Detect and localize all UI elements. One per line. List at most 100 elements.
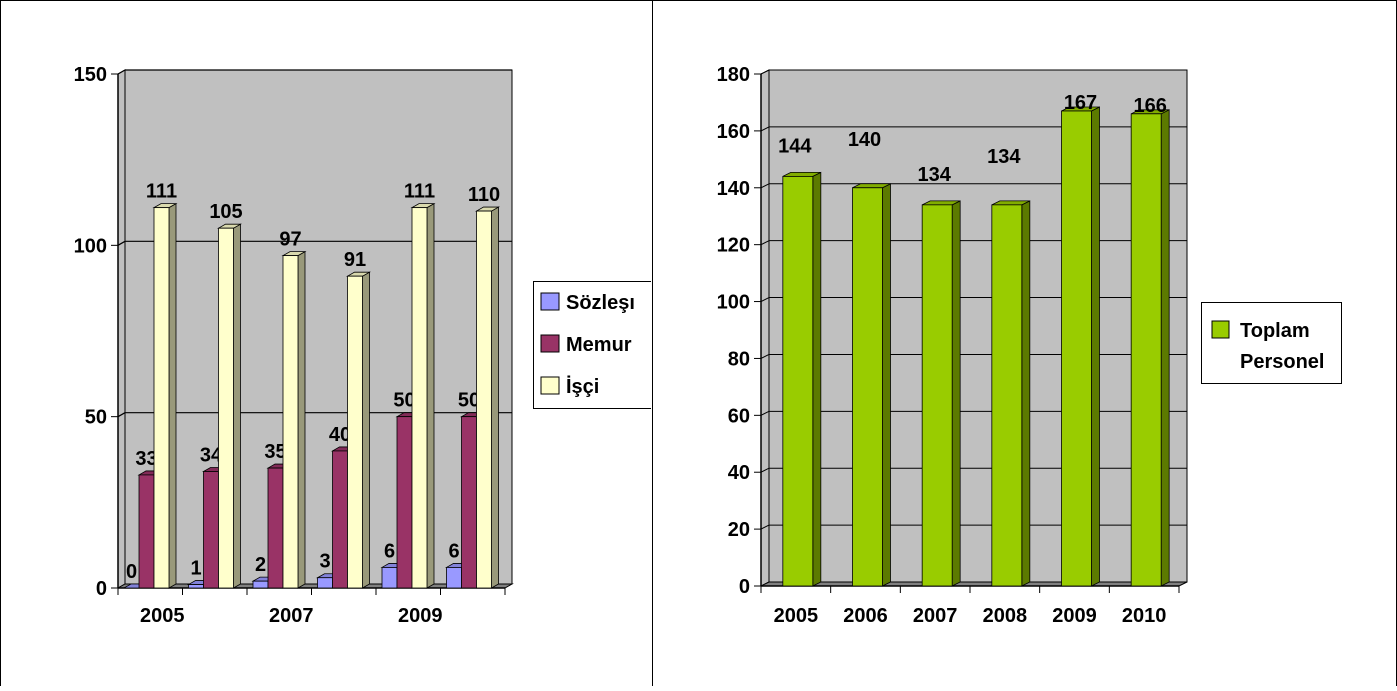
chart2-y-tick-label: 40 xyxy=(728,462,750,484)
chart1-bar xyxy=(410,202,436,589)
chart2-bar xyxy=(921,200,961,587)
chart1-bar-front xyxy=(347,275,363,589)
chart2-bar-front xyxy=(1130,113,1162,587)
chart2-plot-wall xyxy=(768,69,1188,583)
chart2-gridline-side xyxy=(760,524,770,530)
chart1-legend-swatch xyxy=(540,334,560,353)
chart1-gridline-side xyxy=(117,69,126,75)
chart1-side-wall xyxy=(117,69,126,589)
chart2-y-tick-label: 180 xyxy=(717,64,750,86)
chart1-data-label: 97 xyxy=(279,229,301,251)
chart2-y-tick-label: 20 xyxy=(728,519,750,541)
chart2-bar-side xyxy=(1160,109,1170,587)
chart2-x-tick-label: 2005 xyxy=(774,605,819,627)
chart1-data-label: 1 xyxy=(190,558,201,580)
chart1-bar-front xyxy=(138,474,155,589)
chart1-data-label: 34 xyxy=(200,444,223,466)
chart1-data-label: 91 xyxy=(344,249,366,271)
chart1-legend-swatch xyxy=(540,376,560,395)
chart2-legend: Toplam Personel xyxy=(1201,302,1342,384)
chart1-bar-side xyxy=(362,271,370,589)
chart2-legend-label-line2: Personel xyxy=(1240,351,1324,373)
chart1-bar-front xyxy=(153,207,170,589)
chart2-gridline-side xyxy=(760,297,770,303)
chart1-bar-front xyxy=(317,577,333,589)
chart2-data-label: 166 xyxy=(1133,95,1166,117)
chart2-y-tick-label: 60 xyxy=(728,405,750,427)
chart1-data-label: 50 xyxy=(458,390,480,412)
chart2-bar-front xyxy=(991,204,1023,587)
chart1-data-label: 105 xyxy=(209,201,242,223)
chart2-x-tick-label: 2007 xyxy=(913,605,958,627)
chart2-gridline-side xyxy=(760,126,770,132)
chart1-gridline-side xyxy=(117,412,126,418)
chart1-data-label: 50 xyxy=(393,390,415,412)
chart1-bar xyxy=(474,206,501,589)
chart2-bar-front xyxy=(782,175,814,587)
chart1-data-label: 6 xyxy=(448,540,459,562)
chart2-bar xyxy=(991,200,1031,587)
chart1-bar-front xyxy=(476,210,492,589)
chart2-bar-front xyxy=(852,187,883,587)
chart1-y-tick-label: 100 xyxy=(74,235,107,257)
left-chart: 0501001500331111341052359734091650111650… xyxy=(74,64,651,627)
chart2-gridline-side xyxy=(760,240,770,246)
chart2-x-tick-label: 2008 xyxy=(983,605,1028,627)
chart2-y-tick-label: 120 xyxy=(717,235,750,257)
chart1-y-tick-label: 50 xyxy=(85,407,107,429)
chart1-plot-wall xyxy=(124,69,513,585)
chart1-legend-label: İşçi xyxy=(566,375,599,398)
chart2-bar-side xyxy=(812,171,822,587)
chart1-data-label: 110 xyxy=(468,184,500,206)
chart2-data-label: 144 xyxy=(778,135,812,157)
chart1-data-label: 2 xyxy=(255,554,266,576)
chart2-legend-label-line1: Toplam xyxy=(1240,320,1310,342)
chart1-data-label: 6 xyxy=(384,540,395,562)
chart2-bar-side xyxy=(882,183,891,587)
chart1-bar-side xyxy=(491,206,499,589)
chart2-legend-swatch xyxy=(1211,320,1230,339)
chart1-bar xyxy=(281,250,307,589)
chart2-data-label: 167 xyxy=(1064,92,1097,114)
chart2-y-tick-label: 160 xyxy=(717,121,750,143)
chart1-legend-label: Sözleşı xyxy=(566,292,635,314)
chart1-bar-front xyxy=(446,567,462,589)
chart1-data-label: 111 xyxy=(146,181,177,203)
chart1-data-label: 111 xyxy=(404,181,435,203)
chart1-bar-front xyxy=(396,416,413,589)
chart1-y-tick-label: 0 xyxy=(96,578,107,600)
chart1-bar-front xyxy=(188,584,204,589)
chart1-data-label: 40 xyxy=(329,424,351,446)
chart1-legend-swatch xyxy=(540,292,560,311)
chart2-x-tick-label: 2009 xyxy=(1052,605,1097,627)
chart2-x-tick-label: 2010 xyxy=(1122,605,1167,627)
chart1-x-tick-label: 2007 xyxy=(269,605,314,627)
chart2-bar xyxy=(782,171,822,587)
chart1-bar xyxy=(152,202,178,589)
chart2-side-wall xyxy=(760,69,770,587)
chart2-bar-front xyxy=(921,204,953,587)
chart2-bar xyxy=(852,183,891,587)
chart2-bar-side xyxy=(1021,200,1031,587)
chart1-bar-side xyxy=(168,202,177,589)
chart2-legend-box xyxy=(1201,302,1342,384)
chart1-gridline-side xyxy=(117,240,126,246)
chart1-bar-front xyxy=(411,207,428,589)
chart2-bar-side xyxy=(951,200,961,587)
chart2-bar xyxy=(1130,109,1170,587)
chart1-bar-front xyxy=(381,567,398,589)
chart1-bar-front xyxy=(461,416,477,589)
chart2-bar-side xyxy=(1091,106,1100,587)
chart2-bar-front xyxy=(1061,110,1092,587)
chart2-bar xyxy=(1061,106,1100,587)
chart1-y-tick-label: 150 xyxy=(74,64,107,86)
chart1-bar-front xyxy=(332,450,348,589)
chart2-data-label: 134 xyxy=(917,164,951,186)
chart2-y-tick-label: 80 xyxy=(728,348,750,370)
chart2-y-tick-label: 100 xyxy=(717,292,750,314)
chart2-gridline-side xyxy=(760,69,770,75)
chart2-gridline-side xyxy=(760,353,770,359)
chart2-data-label: 140 xyxy=(848,129,881,151)
chart1-data-label: 3 xyxy=(319,551,330,573)
